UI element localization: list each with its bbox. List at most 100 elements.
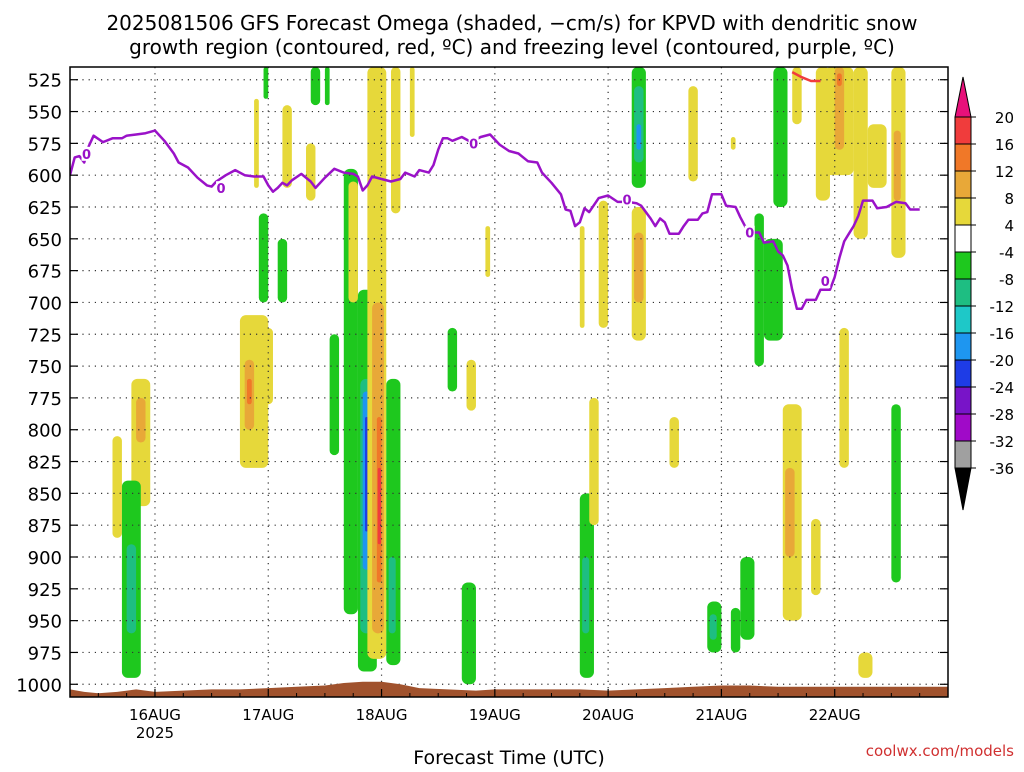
omega-region-46 [669,417,679,468]
grid [70,67,948,697]
omega-region-52 [740,557,755,640]
colorbar-label-5: -4 [999,244,1014,262]
omega-region-12 [277,238,288,303]
y-tick-label-800: 800 [28,421,62,442]
x-tick-label-16AUG: 16AUG [129,706,181,724]
colorbar-bin-4 [954,197,972,226]
colorbar-bin-10 [954,359,972,388]
omega-region-36 [579,226,585,328]
colorbar-label-1: 16 [995,136,1014,154]
x-tick-label-17AUG: 17AUG [242,706,294,724]
colorbar-bottom-triangle [954,467,972,511]
colorbar-bin-13 [954,440,972,469]
y-tick-label-675: 675 [28,262,62,283]
omega-region-43 [636,124,642,150]
y-tick-label-525: 525 [28,71,62,92]
omega-region-31 [409,67,415,137]
colorbar-label-3: 8 [1004,190,1014,208]
omega-region-15 [306,143,316,201]
x-tick-label-22AUG: 22AUG [809,706,861,724]
omega-region-34 [461,582,476,685]
y-tick-label-550: 550 [28,103,62,124]
freezing-level-label-4: 0 [745,227,754,242]
omega-region-13 [263,67,269,99]
omega-region-33 [466,359,476,411]
colorbar: 20 16 12 8 4 -4 -8 -12 -16 -20 -24 -28 -32 -36 [954,76,1015,511]
omega-region-35 [485,226,491,277]
freezing-level-label-0: 0 [82,148,91,163]
y-tick-label-950: 950 [28,612,62,633]
x-axis-label: Forecast Time (UTC) [413,747,604,768]
freezing-level-label-5: 0 [821,275,830,290]
dendritic-growth-contour [791,70,821,83]
colorbar-bin-9 [954,332,972,361]
freezing-level-label-3: 0 [622,194,631,209]
omega-region-66 [867,124,887,188]
y-tick-label-925: 925 [28,580,62,601]
colorbar-label-8: -16 [990,325,1015,343]
x-tick-label-20AUG: 20AUG [582,706,634,724]
omega-region-29 [388,557,396,634]
x-tick-sublabel-16AUG: 2025 [136,724,174,742]
y-tick-label-575: 575 [28,134,62,155]
omega-region-50 [730,607,741,653]
freezing-level-label-1: 0 [217,182,226,197]
omega-region-54 [763,238,783,341]
omega-region-38 [582,557,590,634]
colorbar-label-6: -8 [999,271,1014,289]
colorbar-bin-12 [954,413,972,442]
colorbar-bin-2 [954,143,972,172]
omega-region-11 [282,105,292,188]
freezing-label-bg-1 [216,181,227,196]
colorbar-bin-6 [954,251,972,280]
colorbar-label-10: -24 [990,379,1015,397]
y-tick-label-625: 625 [28,198,62,219]
colorbar-bin-7 [954,278,972,307]
colorbar-bin-11 [954,386,972,415]
omega-region-70 [891,404,901,583]
colorbar-bin-5 [954,224,972,253]
omega-region-30 [390,67,401,214]
omega-region-51 [730,137,736,150]
y-tick-label-700: 700 [28,293,62,314]
surface-terrain [70,681,948,697]
omega-region-1 [136,397,146,443]
omega-region-17 [329,334,340,456]
y-tick-label-975: 975 [28,643,62,664]
freezing-label-bg-0 [81,146,92,161]
colorbar-label-0: 20 [995,109,1014,127]
omega-region-69 [858,652,873,678]
omega-region-49 [709,614,717,640]
freezing-level-contour [70,129,920,311]
omega-region-4 [126,544,137,634]
colorbar-label-12: -32 [990,433,1015,451]
y-tick-label-900: 900 [28,548,62,569]
omega-region-47 [688,86,698,182]
x-tick-label-19AUG: 19AUG [469,706,521,724]
omega-region-58 [792,67,802,125]
colorbar-bin-3 [954,170,972,199]
y-tick-label-875: 875 [28,516,62,537]
omega-region-40 [598,200,609,328]
colorbar-label-4: 4 [1004,217,1014,235]
y-tick-label-650: 650 [28,230,62,251]
omega-region-14 [310,67,321,106]
omega-region-65 [853,67,868,239]
omega-shading [112,67,906,685]
omega-region-55 [773,67,788,207]
omega-region-27 [377,467,382,545]
freezing-label-bg-5 [820,274,831,289]
omega-region-59 [811,518,821,596]
credit-text: coolwx.com/models [866,742,1014,760]
omega-region-68 [893,130,901,201]
colorbar-bin-1 [954,116,972,145]
freezing-label-bg-4 [744,225,755,240]
freezing-level-label-2: 0 [469,138,478,153]
y-tick-label-600: 600 [28,166,62,187]
x-tick-label-18AUG: 18AUG [356,706,408,724]
x-tick-label-21AUG: 21AUG [695,706,747,724]
omega-region-5 [258,213,269,303]
colorbar-label-2: 12 [995,163,1014,181]
colorbar-label-9: -20 [990,352,1015,370]
